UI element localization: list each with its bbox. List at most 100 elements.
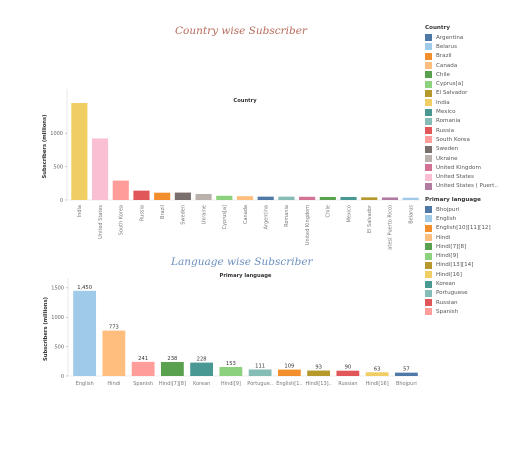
bar-sweden <box>174 192 191 200</box>
country-legend-item[interactable]: Brazil <box>425 52 498 61</box>
x-tick-label: Ukraine <box>201 205 207 224</box>
x-tick-label: Mexico <box>346 205 352 222</box>
language-legend-item[interactable]: Hindi[7][8] <box>425 242 491 251</box>
country-legend-item[interactable]: Mexico <box>425 107 498 116</box>
country-legend-swatch <box>425 43 432 51</box>
language-legend-item[interactable]: Russian <box>425 298 491 307</box>
country-legend-swatch <box>425 52 432 60</box>
country-legend-swatch <box>425 145 432 153</box>
language-legend-label: English[10][11][12] <box>436 225 491 232</box>
country-legend-item[interactable]: Canada <box>425 61 498 70</box>
x-tick-label: Belarus <box>408 205 414 224</box>
country-legend-label: Russia <box>436 127 454 134</box>
bar-cyprus-a- <box>216 195 233 200</box>
bar-south-korea <box>112 180 129 200</box>
y-tick-label: 500 <box>54 344 64 350</box>
language-legend-label: Spanish <box>436 308 459 315</box>
bar-value-label: 773 <box>109 325 119 331</box>
country-legend-swatch <box>425 127 432 135</box>
x-tick-label: India <box>77 205 83 217</box>
country-legend-item[interactable]: Sweden <box>425 145 498 154</box>
country-legend-swatch <box>425 173 432 181</box>
bar-united-states-puerto-rico- <box>381 197 399 200</box>
country-legend-label: Argentina <box>436 34 464 41</box>
bar-hindi-7-8- <box>160 362 184 376</box>
country-legend-label: Cyprus[a] <box>436 81 464 88</box>
language-legend-item[interactable]: Spanish <box>425 307 491 316</box>
country-bar-chart: Country Subscribers (millions) 0 500 1000 Ind… <box>42 89 421 250</box>
bar-value-label: 228 <box>197 357 207 363</box>
language-legend-label: Hindi[7][8] <box>436 243 467 250</box>
country-section-title: Country wise Subscriber <box>175 25 307 37</box>
language-legend-item[interactable]: Hindi[13][14] <box>425 261 491 270</box>
chart-title: Primary language <box>220 273 272 279</box>
country-legend-item[interactable]: United States ( Puert.. <box>425 182 498 191</box>
country-legend-item[interactable]: Russia <box>425 126 498 135</box>
country-legend-swatch <box>425 164 432 172</box>
x-tick-label: Sweden <box>181 205 187 225</box>
country-legend-item[interactable]: El Salvador <box>425 89 498 98</box>
country-legend-swatch <box>425 155 432 162</box>
x-tick-label: El Salvador <box>367 204 373 233</box>
bar-united-kingdom <box>299 196 316 200</box>
bar-chile <box>319 196 336 200</box>
country-legend-swatch <box>425 182 432 190</box>
x-tick-label: English <box>76 381 94 387</box>
x-tick-label: Hindi[13].. <box>305 381 332 387</box>
bar-hindi-16- <box>365 372 389 376</box>
country-legend-swatch <box>425 99 432 107</box>
country-legend-swatch <box>425 108 432 116</box>
country-legend-item[interactable]: Ukraine <box>425 154 498 163</box>
country-legend-item[interactable]: Cyprus[a] <box>425 79 498 88</box>
country-legend-item[interactable]: Chile <box>425 70 498 79</box>
bar-hindi-13- <box>307 370 331 376</box>
language-legend-swatch <box>425 252 432 260</box>
x-tick-label: United States <box>98 205 104 239</box>
country-legend-item[interactable]: South Korea <box>425 135 498 144</box>
country-legend-swatch <box>425 89 432 97</box>
y-tick-label: 1000 <box>50 131 63 137</box>
country-legend-swatch <box>425 71 432 79</box>
bar-el-salvador <box>361 197 378 200</box>
language-legend-swatch <box>425 215 432 223</box>
country-legend-item[interactable]: Argentina <box>425 33 498 42</box>
language-legend-item[interactable]: English[10][11][12] <box>425 224 491 233</box>
x-tick-label: Hindi[16] <box>366 381 389 387</box>
country-legend-item[interactable]: Romania <box>425 117 498 126</box>
country-legend-item[interactable]: Belarus <box>425 42 498 51</box>
x-tick-label: Hindi[9] <box>221 381 241 387</box>
country-legend-item[interactable]: United Kingdom <box>425 163 498 172</box>
language-section-title: Language wise Subscriber <box>171 256 313 268</box>
language-legend-item[interactable]: Bhojpuri <box>425 205 491 214</box>
language-legend-label: Portuguese <box>436 290 468 297</box>
country-legend-label: Ukraine <box>436 155 458 162</box>
bar-mexico <box>340 196 357 200</box>
country-legend-label: Belarus <box>436 43 458 50</box>
language-legend-item[interactable]: Portuguese <box>425 289 491 298</box>
language-legend-item[interactable]: Hindi[16] <box>425 270 491 279</box>
bar-canada <box>236 196 254 200</box>
language-legend-swatch <box>425 280 432 288</box>
language-legend-item[interactable]: English <box>425 214 491 223</box>
x-tick-label: United States( Puerto Rico) <box>388 205 394 250</box>
bar-russia <box>133 190 150 200</box>
language-legend-swatch <box>425 299 432 307</box>
bar-hindi-9- <box>219 367 243 376</box>
language-legend-item[interactable]: Hindi[9] <box>425 251 491 260</box>
country-legend-item[interactable]: United States <box>425 172 498 181</box>
country-legend-item[interactable]: India <box>425 98 498 107</box>
country-legend-swatch <box>425 136 432 144</box>
language-legend-title: Primary language <box>425 197 481 203</box>
country-legend-label: Canada <box>436 62 458 69</box>
y-tick-label: 0 <box>60 198 63 204</box>
bar-russian <box>336 370 360 376</box>
bar-india <box>71 103 88 200</box>
language-legend-item[interactable]: Korean <box>425 279 491 288</box>
x-tick-label: United Kingdom <box>305 205 311 245</box>
bar-korean <box>190 362 214 376</box>
bar-hindi <box>102 330 126 376</box>
x-tick-label: English[1.. <box>276 381 303 387</box>
x-tick-label: Russian <box>338 381 357 387</box>
language-legend-item[interactable]: Hindi <box>425 233 491 242</box>
